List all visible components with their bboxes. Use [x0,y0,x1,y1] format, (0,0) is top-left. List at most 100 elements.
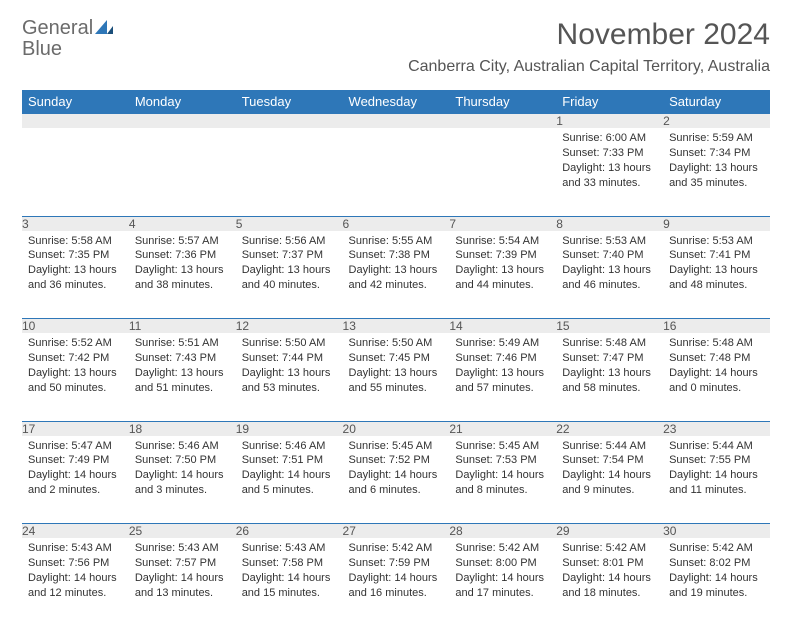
day-cell: Sunrise: 5:43 AMSunset: 7:58 PMDaylight:… [236,538,343,608]
day-cell: Sunrise: 5:53 AMSunset: 7:41 PMDaylight:… [663,231,770,301]
daylight2-text: and 53 minutes. [242,381,337,396]
sunrise-text: Sunrise: 5:53 AM [562,234,657,249]
week-daynum-row: 24252627282930 [22,524,770,539]
daylight1-text: Daylight: 14 hours [242,571,337,586]
daylight2-text: and 12 minutes. [28,586,123,601]
day-cell: Sunrise: 5:44 AMSunset: 7:55 PMDaylight:… [663,436,770,506]
daylight2-text: and 6 minutes. [349,483,444,498]
day-number: 23 [663,421,770,436]
daylight1-text: Daylight: 13 hours [455,366,550,381]
sunrise-text: Sunrise: 5:47 AM [28,439,123,454]
daylight1-text: Daylight: 13 hours [349,366,444,381]
day-number: 21 [449,421,556,436]
daylight1-text: Daylight: 14 hours [28,468,123,483]
day-number: 1 [556,114,663,129]
week-content-row: Sunrise: 5:43 AMSunset: 7:56 PMDaylight:… [22,538,770,626]
brand-word2: Blue [22,38,62,60]
sunrise-text: Sunrise: 5:49 AM [455,336,550,351]
daylight2-text: and 17 minutes. [455,586,550,601]
header: General Blue November 2024 Canberra City… [22,18,770,76]
sunset-text: Sunset: 7:39 PM [455,248,550,263]
empty-day-content [449,128,556,216]
day-cell: Sunrise: 5:42 AMSunset: 7:59 PMDaylight:… [343,538,450,608]
daylight2-text: and 16 minutes. [349,586,444,601]
empty-day-content [236,128,343,216]
week-content-row: Sunrise: 5:52 AMSunset: 7:42 PM Daylight:… [22,333,770,421]
sunrise-text: Sunrise: 5:44 AM [669,439,764,454]
daylight1-text: Daylight: 13 hours [562,263,657,278]
day-number: 9 [663,216,770,231]
sunrise-text: Sunrise: 5:46 AM [242,439,337,454]
sunset-text: Sunset: 7:45 PM [349,351,444,366]
day-cell: Sunrise: 5:59 AMSunset: 7:34 PMDaylight:… [663,128,770,198]
daylight2-text: and 55 minutes. [349,381,444,396]
day-cell: Sunrise: 5:53 AMSunset: 7:40 PMDaylight:… [556,231,663,301]
empty-day [22,114,129,129]
day-cell: Sunrise: 5:52 AMSunset: 7:42 PMDaylight:… [22,333,129,403]
sunrise-text: Sunrise: 5:46 AM [135,439,230,454]
weekday-header: Tuesday [236,90,343,114]
sunset-text: Sunset: 7:35 PM [28,248,123,263]
day-cell: Sunrise: 5:44 AMSunset: 7:54 PMDaylight:… [556,436,663,506]
sunrise-text: Sunrise: 5:45 AM [349,439,444,454]
week-daynum-row: 12 [22,114,770,129]
daylight1-text: Daylight: 13 hours [242,366,337,381]
sunrise-text: Sunrise: 5:48 AM [562,336,657,351]
sunset-text: Sunset: 7:57 PM [135,556,230,571]
daylight1-text: Daylight: 13 hours [135,263,230,278]
daylight2-text: and 48 minutes. [669,278,764,293]
day-cell: Sunrise: 5:42 AMSunset: 8:00 PMDaylight:… [449,538,556,608]
day-cell: Sunrise: 5:50 AMSunset: 7:45 PMDaylight:… [343,333,450,403]
daylight1-text: Daylight: 13 hours [562,161,657,176]
day-number: 4 [129,216,236,231]
day-number: 24 [22,524,129,539]
week-daynum-row: 10111213141516 [22,319,770,334]
daylight2-text: and 18 minutes. [562,586,657,601]
daylight1-text: Daylight: 13 hours [135,366,230,381]
daylight2-text: and 36 minutes. [28,278,123,293]
daylight2-text: and 35 minutes. [669,176,764,191]
daylight2-text: and 2 minutes. [28,483,123,498]
day-cell: Sunrise: 5:42 AMSunset: 8:01 PMDaylight:… [556,538,663,608]
day-number: 26 [236,524,343,539]
daylight2-text: and 9 minutes. [562,483,657,498]
daylight2-text: and 57 minutes. [455,381,550,396]
day-cell: Sunrise: 5:46 AMSunset: 7:51 PMDaylight:… [236,436,343,506]
daylight1-text: Daylight: 14 hours [669,571,764,586]
sunrise-text: Sunrise: 5:55 AM [349,234,444,249]
daylight2-text: and 3 minutes. [135,483,230,498]
sunset-text: Sunset: 7:54 PM [562,453,657,468]
sunrise-text: Sunrise: 5:45 AM [455,439,550,454]
day-cell: Sunrise: 5:45 AMSunset: 7:52 PMDaylight:… [343,436,450,506]
sunrise-text: Sunrise: 5:50 AM [349,336,444,351]
day-number: 20 [343,421,450,436]
sunrise-text: Sunrise: 5:52 AM [28,336,123,351]
day-number: 14 [449,319,556,334]
day-number: 22 [556,421,663,436]
week-content-row: Sunrise: 5:47 AMSunset: 7:49 PMDaylight:… [22,436,770,524]
sunset-text: Sunset: 7:53 PM [455,453,550,468]
brand-logo: General Blue [22,18,113,60]
daylight1-text: Daylight: 13 hours [455,263,550,278]
weekday-header: Sunday [22,90,129,114]
daylight2-text: and 8 minutes. [455,483,550,498]
sunrise-text: Sunrise: 6:00 AM [562,131,657,146]
day-cell: Sunrise: 5:48 AMSunset: 7:47 PMDaylight:… [556,333,663,403]
sunset-text: Sunset: 7:42 PM [28,351,123,366]
sunset-text: Sunset: 7:36 PM [135,248,230,263]
daylight1-text: Daylight: 14 hours [562,468,657,483]
day-cell: Sunrise: 5:49 AMSunset: 7:46 PMDaylight:… [449,333,556,403]
sunrise-text: Sunrise: 5:42 AM [349,541,444,556]
month-title: November 2024 [408,18,770,52]
sunset-text: Sunset: 8:01 PM [562,556,657,571]
empty-day [129,114,236,129]
sunset-text: Sunset: 7:41 PM [669,248,764,263]
day-number: 5 [236,216,343,231]
day-cell: Sunrise: 6:00 AMSunset: 7:33 PMDaylight:… [556,128,663,198]
day-cell: Sunrise: 5:58 AMSunset: 7:35 PMDaylight:… [22,231,129,301]
daylight2-text: and 5 minutes. [242,483,337,498]
weekday-header: Saturday [663,90,770,114]
weekday-header: Friday [556,90,663,114]
day-number: 13 [343,319,450,334]
sunrise-text: Sunrise: 5:43 AM [28,541,123,556]
